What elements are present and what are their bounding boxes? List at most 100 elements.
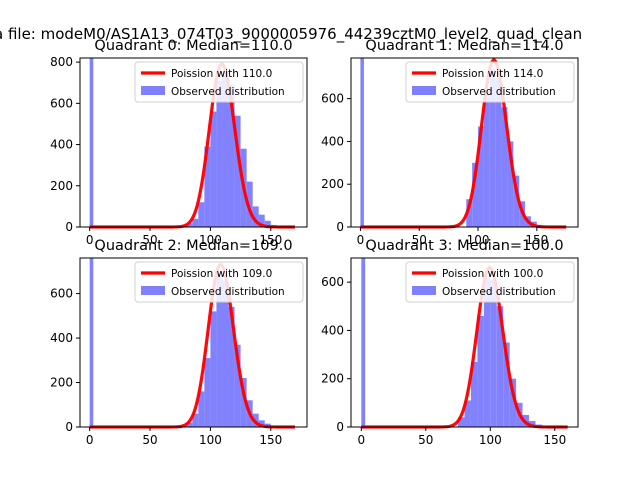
legend-label: Observed distribution [171, 286, 285, 298]
legend-box [134, 61, 304, 103]
x-tick-label: 0 [86, 233, 94, 247]
hist-bar [198, 202, 205, 227]
legend: Poission with 110.0 Observed distribution [134, 61, 304, 103]
axes-frame [79, 57, 308, 228]
legend-label: Observed distribution [442, 286, 556, 298]
x-tick-label: 0 [357, 233, 365, 247]
legend-label: Poission with 114.0 [442, 68, 543, 80]
y-tick-label: 600 [50, 287, 73, 301]
x-tick-label: 100 [199, 433, 222, 447]
hist-bar [246, 181, 253, 227]
y-tick-label: 200 [321, 177, 344, 191]
legend-hist-swatch [141, 286, 165, 295]
hist-bar [464, 400, 471, 427]
hist-bar [198, 391, 205, 427]
legend-label: Observed distribution [171, 86, 285, 98]
hist-bar [472, 162, 479, 227]
hist-bar [234, 344, 241, 427]
legend-box [134, 261, 304, 303]
hist-bar [186, 422, 193, 427]
hist-bar [252, 206, 259, 227]
y-tick-label: 600 [50, 96, 73, 110]
hist-bar [490, 279, 497, 427]
y-tick-label: 400 [50, 138, 73, 152]
quadrant-1-panel: Quadrant 1: Median=114.0 0 50 100 150 0 200 400… [321, 38, 579, 247]
hist-bar [228, 306, 235, 427]
legend-label: Poission with 110.0 [171, 68, 272, 80]
legend-label: Poission with 100.0 [442, 268, 543, 280]
y-tick-label: 800 [50, 55, 73, 69]
legend-box [405, 261, 575, 303]
x-tick-label: 100 [479, 433, 502, 447]
hist-bar [89, 258, 94, 427]
y-tick-label: 600 [321, 92, 344, 106]
axes-frame [79, 257, 308, 428]
hist-bar [483, 277, 491, 427]
hist-bar [192, 218, 199, 227]
legend-label: Observed distribution [442, 86, 556, 98]
hist-bar [528, 420, 536, 427]
hist-bar [210, 111, 217, 227]
hist-bar [507, 141, 514, 227]
figure-suptitle: a file: modeM0/AS1A13_074T03_9000005976_… [0, 25, 582, 44]
hist-bar [216, 273, 223, 427]
quadrant-0-title: Quadrant 0: Median=110.0 [94, 38, 292, 54]
hist-bar [186, 223, 193, 227]
x-tick-label: 150 [259, 433, 282, 447]
hist-bar [496, 306, 504, 427]
hist-bar [192, 413, 199, 427]
axes-frame [350, 257, 579, 428]
hist-bar [210, 311, 217, 427]
quadrant-0-panel: Quadrant 0: Median=110.0 0 50 100 150 0 200 400… [50, 38, 308, 247]
hist-bar [513, 175, 520, 227]
hist-bar [204, 358, 211, 427]
x-tick-label: 0 [357, 433, 365, 447]
hist-bar [222, 70, 229, 228]
hist-bar [360, 58, 364, 227]
y-tick-label: 200 [50, 179, 73, 193]
hist-bar [361, 258, 366, 427]
x-tick-label: 100 [199, 233, 222, 247]
x-tick-label: 0 [86, 433, 94, 447]
legend-hist-swatch [141, 86, 165, 95]
hist-bar [264, 220, 271, 227]
legend-hist-swatch [412, 86, 436, 95]
hist-bar [503, 342, 510, 427]
hist-bar [258, 214, 265, 227]
hist-bar [204, 146, 211, 227]
hist-bar [495, 77, 502, 227]
hist-bar [228, 84, 235, 227]
quadrant-3-panel: Quadrant 3: Median=100.0 0 50 100 150 0 200 400… [321, 238, 579, 447]
y-tick-label: 0 [336, 420, 344, 434]
hist-bar [258, 420, 265, 427]
hist-bar [477, 315, 484, 427]
hist-bar [489, 68, 496, 228]
hist-bar [501, 107, 508, 227]
x-tick-label: 50 [412, 233, 427, 247]
quadrant-2-panel: Quadrant 2: Median=109.0 0 50 100 150 0 200 400… [50, 238, 308, 447]
legend: Poission with 100.0 Observed distribution [405, 261, 575, 303]
y-tick-label: 400 [321, 323, 344, 337]
hist-bar [240, 378, 247, 427]
legend: Poission with 109.0 Observed distribution [134, 261, 304, 303]
quadrant-2-title: Quadrant 2: Median=109.0 [94, 238, 292, 254]
hist-bar [234, 115, 241, 227]
legend-box [405, 61, 575, 103]
y-tick-label: 0 [65, 220, 73, 234]
y-tick-label: 0 [65, 420, 73, 434]
hist-bar [478, 126, 484, 227]
legend-hist-swatch [412, 286, 436, 295]
hist-bar [509, 378, 517, 427]
y-tick-label: 400 [321, 134, 344, 148]
hist-bar [222, 280, 229, 427]
quadrant-1-title: Quadrant 1: Median=114.0 [365, 38, 563, 54]
y-tick-label: 200 [50, 376, 73, 390]
legend-label: Poission with 109.0 [171, 268, 272, 280]
legend: Poission with 114.0 Observed distribution [405, 61, 575, 103]
x-tick-label: 50 [142, 233, 157, 247]
hist-bar [216, 80, 223, 227]
x-tick-label: 50 [418, 433, 433, 447]
x-tick-label: 150 [543, 433, 566, 447]
x-tick-label: 150 [525, 233, 548, 247]
